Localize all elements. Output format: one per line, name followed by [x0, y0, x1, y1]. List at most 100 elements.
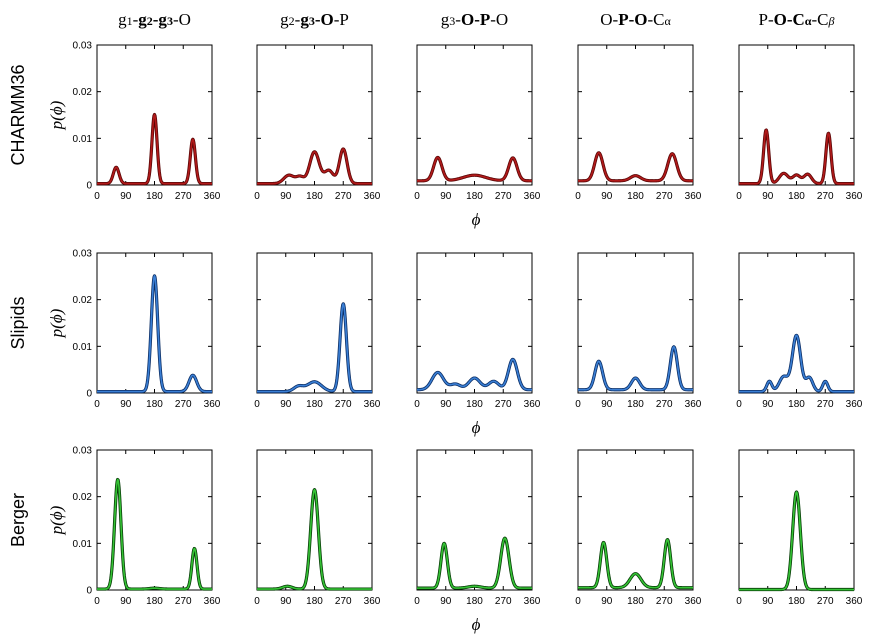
x-tick-label: 270 — [335, 399, 352, 410]
x-tick-label: 180 — [306, 191, 323, 202]
x-tick-label: 90 — [440, 191, 452, 202]
x-tick-label: 180 — [788, 399, 805, 410]
x-tick-label: 90 — [601, 596, 613, 607]
series-line — [738, 129, 855, 185]
x-axis-label: ϕ — [472, 418, 481, 437]
panel-charmm36-3: 0 90 180 270 360 — [414, 44, 541, 202]
y-axis-label: p(ϕ) — [47, 505, 66, 535]
panel-berger-2: 0 90 180 270 360 — [254, 449, 381, 607]
row-title-charmm36: CHARMM36 — [8, 64, 28, 165]
column-title-2: g2-g3-O-P — [280, 10, 349, 29]
x-tick-label: 360 — [364, 191, 381, 202]
panel-frame — [256, 252, 373, 394]
x-tick-label: 0 — [94, 596, 100, 607]
x-tick-label: 180 — [146, 399, 163, 410]
x-tick-label: 270 — [817, 191, 834, 202]
x-tick-label: 360 — [685, 596, 702, 607]
x-tick-label: 360 — [846, 596, 863, 607]
y-tick-label: 0.02 — [73, 87, 93, 98]
x-tick-label: 0 — [575, 399, 581, 410]
y-tick-label: 0.02 — [73, 295, 93, 306]
series-line — [416, 156, 533, 182]
y-tick-label: 0.01 — [73, 342, 93, 353]
panel-frame — [738, 449, 855, 591]
x-tick-label: 180 — [788, 191, 805, 202]
y-tick-label: 0.03 — [73, 249, 93, 260]
series-line — [738, 491, 855, 591]
series-line — [577, 538, 694, 589]
series-line-outline — [255, 302, 374, 394]
series-line-outline — [255, 488, 374, 591]
x-tick-label: 90 — [601, 191, 613, 202]
x-tick-label: 360 — [685, 191, 702, 202]
x-tick-label: 360 — [524, 399, 541, 410]
x-tick-label: 270 — [656, 191, 673, 202]
x-tick-label: 270 — [495, 191, 512, 202]
row-title-berger: Berger — [8, 493, 28, 547]
series-line — [416, 358, 533, 391]
x-tick-label: 90 — [762, 596, 774, 607]
x-tick-label: 180 — [146, 191, 163, 202]
y-tick-label: 0.03 — [73, 41, 93, 52]
panel-slipids-2: 0 90 180 270 360 — [254, 252, 381, 410]
y-tick-label: 0.03 — [73, 446, 93, 457]
series-line — [738, 334, 855, 393]
x-tick-label: 90 — [280, 596, 292, 607]
y-axis-label: p(ϕ) — [47, 100, 66, 130]
x-tick-label: 0 — [575, 596, 581, 607]
x-tick-label: 270 — [495, 399, 512, 410]
x-tick-label: 90 — [120, 399, 132, 410]
x-tick-label: 270 — [817, 596, 834, 607]
column-title-5: P-O-Cα-Cβ — [759, 10, 835, 29]
series-line-outline — [737, 490, 856, 592]
panel-frame — [96, 252, 213, 394]
x-tick-label: 360 — [364, 399, 381, 410]
x-tick-label: 0 — [736, 596, 742, 607]
panel-frame — [738, 44, 855, 186]
x-tick-label: 90 — [440, 596, 452, 607]
column-title-4: O-P-O-Cα — [600, 10, 671, 29]
x-tick-label: 0 — [575, 191, 581, 202]
panel-slipids-5: 0 90 180 270 360 — [736, 252, 863, 410]
x-tick-label: 0 — [736, 399, 742, 410]
panel-charmm36-2: 0 90 180 270 360 — [254, 44, 381, 202]
y-tick-label: 0 — [86, 389, 92, 400]
x-tick-label: 360 — [364, 596, 381, 607]
x-tick-label: 90 — [601, 399, 613, 410]
series-line — [256, 148, 373, 185]
x-tick-label: 180 — [306, 596, 323, 607]
series-line-outline — [576, 538, 695, 590]
x-tick-label: 0 — [254, 191, 260, 202]
x-tick-label: 90 — [120, 596, 132, 607]
x-tick-label: 0 — [254, 596, 260, 607]
x-tick-label: 360 — [204, 399, 221, 410]
x-tick-label: 0 — [414, 399, 420, 410]
y-axis-label: p(ϕ) — [47, 308, 66, 338]
x-tick-label: 0 — [94, 399, 100, 410]
series-line-outline — [737, 333, 856, 394]
panel-berger-1: 0 90 180 270 360 0 0.01 0.02 0.03 — [73, 446, 221, 608]
x-tick-label: 270 — [817, 399, 834, 410]
series-line — [577, 346, 694, 391]
y-tick-label: 0.01 — [73, 539, 93, 550]
x-tick-label: 180 — [627, 191, 644, 202]
series-line — [96, 478, 213, 590]
x-tick-label: 360 — [846, 191, 863, 202]
x-tick-label: 180 — [466, 191, 483, 202]
panel-berger-5: 0 90 180 270 360 — [736, 449, 863, 607]
series-line — [256, 303, 373, 393]
series-line-outline — [576, 151, 695, 183]
x-tick-label: 0 — [94, 191, 100, 202]
x-tick-label: 0 — [414, 596, 420, 607]
series-line — [96, 113, 213, 185]
panel-berger-4: 0 90 180 270 360 — [575, 449, 702, 607]
x-tick-label: 360 — [524, 596, 541, 607]
panel-frame — [256, 449, 373, 591]
x-tick-label: 270 — [656, 596, 673, 607]
series-line — [256, 488, 373, 590]
x-tick-label: 360 — [685, 399, 702, 410]
x-tick-label: 0 — [414, 191, 420, 202]
x-tick-label: 180 — [788, 596, 805, 607]
panel-frame — [577, 449, 694, 591]
